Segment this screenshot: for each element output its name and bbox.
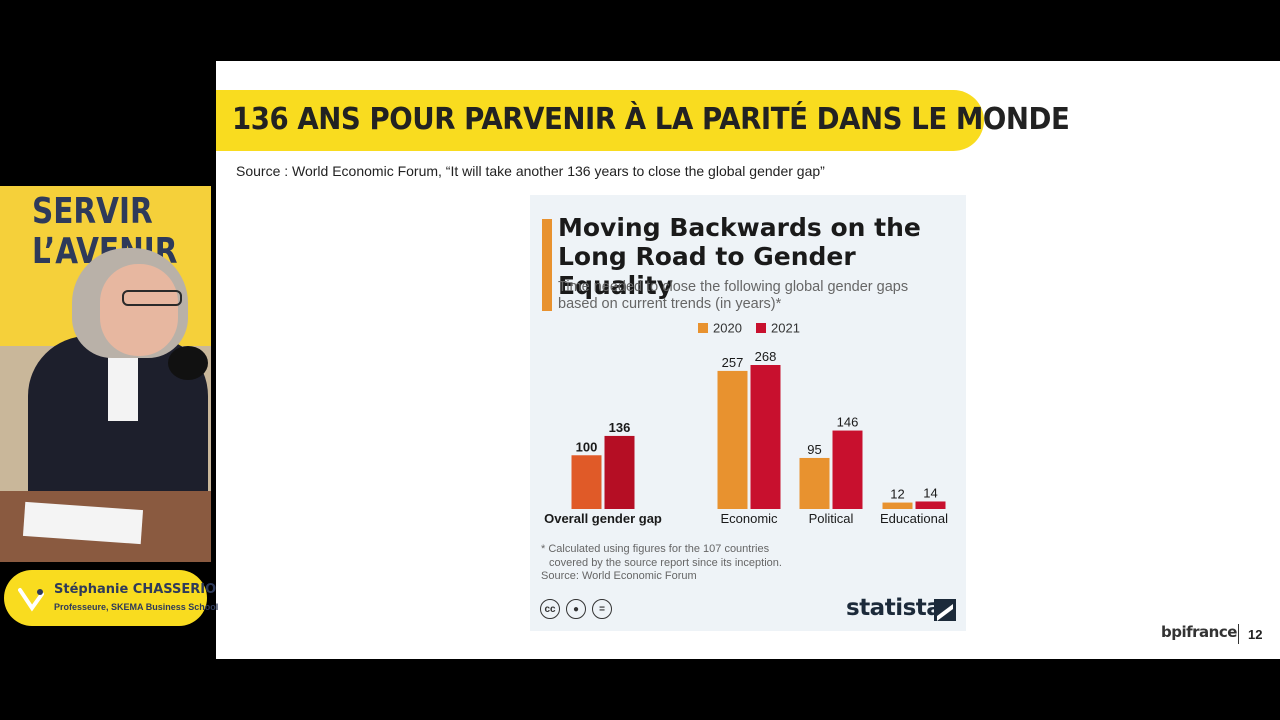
no-derivatives-icon: = <box>592 599 612 619</box>
bpifrance-logo: bpifrance <box>1161 623 1237 641</box>
data-label-2-2021: 146 <box>837 415 859 430</box>
speaker-face <box>100 264 178 356</box>
data-label-0-2020: 100 <box>576 439 598 454</box>
legend-swatch-2020 <box>698 323 708 333</box>
bar-2-2021 <box>832 430 863 509</box>
statista-logo-icon <box>934 599 956 621</box>
footnote-line1: * Calculated using figures for the 107 c… <box>541 543 770 555</box>
legend-swatch-2021 <box>756 323 766 333</box>
title-accent-bar <box>542 219 552 311</box>
slide: 136 ANS POUR PARVENIR À LA PARITÉ DANS L… <box>216 61 1280 659</box>
bar-3-2021 <box>915 501 946 509</box>
data-label-3-2021: 14 <box>923 485 937 500</box>
bar-1-2021 <box>750 365 781 509</box>
bar-0-2020 <box>571 455 602 509</box>
bar-chart: 2020 2021 100 136 Overall gender gap 257 268 Ec… <box>544 321 948 527</box>
bpifrance-mark-icon <box>18 586 44 612</box>
glasses <box>122 290 182 306</box>
bar-0-2021 <box>604 435 635 509</box>
category-label-2: Political <box>809 511 854 526</box>
cc-icon: cc <box>540 599 560 619</box>
title-banner: 136 ANS POUR PARVENIR À LA PARITÉ DANS L… <box>216 90 1070 151</box>
bar-1-2020 <box>717 370 748 509</box>
category-label-1: Economic <box>720 511 778 526</box>
speaker-name: Stéphanie CHASSERIO <box>54 582 217 597</box>
data-label-1-2020: 257 <box>722 355 744 370</box>
attribution-icon: ● <box>566 599 586 619</box>
slide-title: 136 ANS POUR PARVENIR À LA PARITÉ DANS L… <box>232 102 1070 137</box>
bar-2-2020 <box>799 457 830 509</box>
chart-title: Moving Backwards on the Long Road to Gen… <box>558 213 958 300</box>
backdrop-text-line1: SERVIR <box>32 191 153 232</box>
microphone <box>168 346 208 380</box>
speaker-shirt <box>108 351 138 421</box>
footer-separator <box>1238 624 1239 644</box>
data-label-0-2021: 136 <box>609 420 631 435</box>
chart-subtitle: Time needed to close the following globa… <box>558 279 958 313</box>
chart-footnote: * Calculated using figures for the 107 c… <box>541 543 841 584</box>
category-label-0: Overall gender gap <box>544 511 662 526</box>
license-icons: cc ● = <box>540 599 612 619</box>
source-text: Source : World Economic Forum, “It will … <box>236 163 825 179</box>
page-number: 12 <box>1248 627 1263 642</box>
chart-subtitle-line1: Time needed to close the following globa… <box>558 279 909 295</box>
chart-card: Moving Backwards on the Long Road to Gen… <box>530 195 966 631</box>
footnote-line3: Source: World Economic Forum <box>541 570 697 582</box>
legend-label-2021: 2021 <box>771 321 800 336</box>
legend-label-2020: 2020 <box>713 321 742 336</box>
chart-title-line2: Long Road to Gender Equality <box>558 242 856 300</box>
speaker-name-card: Stéphanie CHASSERIO Professeure, SKEMA B… <box>4 570 218 626</box>
statista-logo-text: statista <box>846 595 942 621</box>
speaker-role: Professeure, SKEMA Business School <box>54 602 219 612</box>
data-label-1-2021: 268 <box>755 349 777 364</box>
data-label-3-2020: 12 <box>890 487 904 502</box>
chart-subtitle-line2: based on current trends (in years)* <box>558 296 782 312</box>
footnote-line2: covered by the source report since its i… <box>549 556 782 569</box>
category-label-3: Educational <box>880 511 948 526</box>
chart-title-line1: Moving Backwards on the <box>558 213 921 242</box>
data-label-2-2020: 95 <box>807 442 821 457</box>
bar-3-2020 <box>882 502 913 509</box>
speaker-video: SERVIR L’AVENIR <box>0 186 211 562</box>
